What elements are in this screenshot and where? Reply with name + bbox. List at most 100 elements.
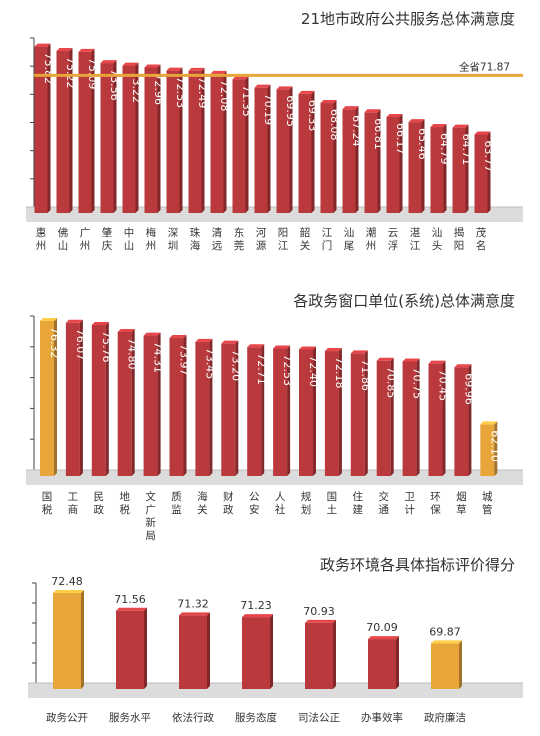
bar-side xyxy=(459,640,462,689)
bar-side xyxy=(135,62,139,213)
category-label: 办事效率 xyxy=(361,711,403,724)
bar-side xyxy=(54,317,57,476)
bar-group: 67.24 xyxy=(342,106,363,213)
bar xyxy=(376,360,391,476)
bar-group: 68.08 xyxy=(320,100,341,213)
value-label: 69.96 xyxy=(462,373,475,405)
bar-side xyxy=(207,612,210,689)
value-label: 72.40 xyxy=(307,355,320,387)
bar xyxy=(299,349,313,476)
category-label: 中山 xyxy=(124,226,135,252)
bar-group: 64.79 xyxy=(430,124,451,213)
bar-group: 70.85 xyxy=(376,357,398,476)
bar-top xyxy=(247,344,265,348)
bar-side xyxy=(364,350,368,476)
category-label: 惠州 xyxy=(36,226,47,252)
category-label: 住建 xyxy=(353,490,364,516)
bar xyxy=(408,122,422,213)
value-label: 69.87 xyxy=(429,625,461,638)
category-label: 广州 xyxy=(80,227,91,252)
category-label: 东莞 xyxy=(234,226,245,252)
category-label: 公安 xyxy=(249,491,260,516)
chart-1: 21地市政府公共服务总体满意度 75.82 惠州 75.22 佛山 75.09 广州 73.5… xyxy=(26,10,523,252)
bar xyxy=(143,335,158,476)
category-label: 汕尾 xyxy=(344,227,355,252)
bar-top xyxy=(431,640,462,644)
value-label: 73.45 xyxy=(203,348,216,380)
bar xyxy=(368,639,396,689)
bar-group: 63.77 xyxy=(474,131,495,213)
bar-top xyxy=(195,338,213,342)
bar-side xyxy=(261,344,265,476)
bar-top xyxy=(454,364,472,368)
bar-group: 66.17 xyxy=(386,113,407,213)
bar-group: 70.75 xyxy=(402,358,424,476)
bar-top xyxy=(78,48,95,52)
bar-group: 75.22 xyxy=(56,47,77,213)
category-label: 文广新局 xyxy=(145,490,156,542)
bar-top xyxy=(364,109,381,113)
bar xyxy=(480,424,495,476)
bar-top xyxy=(324,348,342,352)
bar-top xyxy=(40,317,57,321)
bar-group: 72.53 xyxy=(273,345,294,476)
bar xyxy=(474,134,488,213)
value-label: 72.53 xyxy=(174,77,187,109)
bar-top xyxy=(276,86,293,90)
bar-group: 71.32 xyxy=(177,597,210,689)
chart-floor xyxy=(28,683,523,698)
bar-group: 74.80 xyxy=(117,329,139,476)
bar-side xyxy=(487,131,491,213)
bar-side xyxy=(421,119,425,213)
bar-group: 66.81 xyxy=(364,109,385,213)
bar-group: 65.46 xyxy=(408,119,429,213)
bar-side xyxy=(81,590,84,689)
value-label: 70.45 xyxy=(437,370,450,402)
bar-group: 71.56 xyxy=(114,593,147,689)
bar-top xyxy=(376,357,394,361)
bar-side xyxy=(443,124,447,213)
bar-group: 71.35 xyxy=(232,76,253,214)
bar-group: 72.53 xyxy=(166,67,187,213)
category-label: 阳江 xyxy=(278,227,289,252)
bar-side xyxy=(267,84,271,213)
bar-top xyxy=(428,360,446,364)
bar xyxy=(324,351,339,476)
bar-side xyxy=(355,106,359,213)
bar-top xyxy=(144,64,161,68)
bar-group: 73.20 xyxy=(221,340,242,476)
bar-top xyxy=(474,131,491,135)
value-label: 72.71 xyxy=(255,353,268,385)
bar xyxy=(454,367,469,476)
bar xyxy=(247,347,262,476)
bar xyxy=(254,87,268,213)
bar-top xyxy=(430,124,447,128)
category-label: 服务水平 xyxy=(109,711,151,724)
category-label: 工商 xyxy=(68,491,79,516)
value-label: 70.75 xyxy=(411,367,424,399)
bar-top xyxy=(34,43,51,47)
value-label: 73.20 xyxy=(229,350,242,382)
bar-top xyxy=(210,70,227,74)
category-label: 潮州 xyxy=(366,226,377,252)
category-label: 地税 xyxy=(119,490,130,516)
bar-side xyxy=(183,335,187,476)
bar xyxy=(298,93,312,213)
bar-side xyxy=(47,43,51,213)
bar xyxy=(221,343,236,476)
value-label: 71.23 xyxy=(240,599,272,612)
category-label: 梅州 xyxy=(146,226,157,252)
bar xyxy=(320,103,334,213)
bar-top xyxy=(242,614,273,618)
value-label: 74.80 xyxy=(126,338,139,370)
category-label: 深圳 xyxy=(168,227,179,252)
bar xyxy=(53,593,81,689)
bar-group: 76.07 xyxy=(65,319,87,476)
bar-group: 76.32 xyxy=(40,317,61,476)
bar-group: 75.09 xyxy=(78,48,99,214)
bar xyxy=(91,325,106,476)
category-label: 质监 xyxy=(171,491,182,516)
bar-group: 72.18 xyxy=(324,348,346,476)
bar-group: 62.10 xyxy=(480,421,501,476)
category-label: 政务公开 xyxy=(46,711,88,724)
